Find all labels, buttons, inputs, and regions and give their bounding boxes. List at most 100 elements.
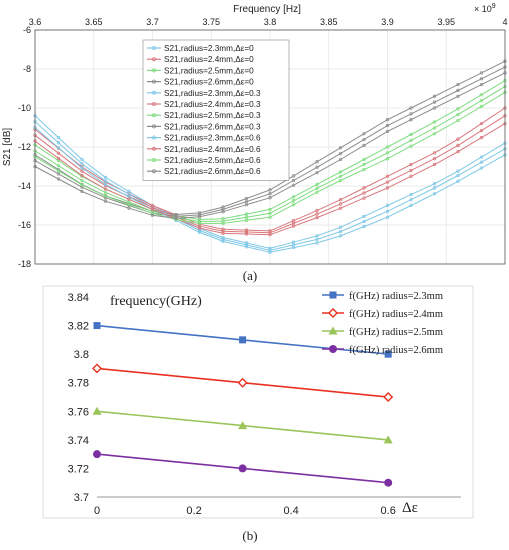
panel-a-data-point: [244, 215, 249, 219]
panel-a-data-point: [315, 182, 319, 187]
panel-a-data-point: [456, 107, 460, 111]
panel-a-data-point: [362, 162, 366, 167]
panel-a-data-point: [221, 221, 225, 226]
panel-a-data-point: [409, 118, 413, 122]
panel-a-y-tick-label: -12: [18, 142, 31, 152]
panel-a-data-point: [221, 229, 225, 233]
panel-a-data-point: [127, 197, 131, 201]
panel-a-data-point: [432, 100, 437, 104]
panel-a-y-tick-label: -10: [18, 103, 31, 113]
panel-a-data-point: [362, 224, 366, 229]
panel-a-data-point: [385, 209, 390, 214]
panel-a-data-point: [362, 132, 366, 136]
panel-b-legend-label: f(GHz) radius=2.5mm: [349, 327, 443, 338]
panel-a-y-tick-labels: -6 -8 -10 -12 -14 -16 -18: [18, 25, 31, 269]
panel-a-data-point: [291, 195, 296, 199]
panel-a-data-point: [221, 235, 225, 240]
panel-a-legend-label: S21,radius=2.5mm,Δε=0.6: [164, 156, 261, 165]
panel-b-y-tick-label: 3.82: [68, 321, 89, 333]
panel-a-data-point: [338, 174, 343, 178]
panel-a-series-line: [34, 127, 506, 253]
panel-a-data-point: [315, 171, 319, 175]
panel-a-data-point: [362, 143, 366, 148]
panel-a-data-point: [338, 234, 343, 238]
panel-a-data-point: [338, 146, 343, 150]
panel-b-data-point: [384, 350, 392, 358]
panel-a-data-point: [432, 120, 437, 124]
panel-a-data-point: [150, 209, 155, 214]
panel-b-y-tick-label: 3.8: [74, 349, 89, 361]
panel-a-data-point: [315, 160, 319, 164]
panel-a-series-line: [34, 91, 506, 224]
panel-b-legend-label: f(GHz) radius=2.6mm: [349, 345, 443, 356]
panel-a-data-point: [432, 151, 437, 155]
panel-a-data-point: [103, 199, 108, 203]
panel-a-data-point: [456, 143, 460, 148]
panel-a-legend-marker: [151, 169, 156, 174]
panel-a-data-point: [362, 214, 366, 219]
panel-a-data-point: [80, 157, 84, 162]
panel-a-data-point: [362, 219, 366, 224]
panel-a-exponent-power: 9: [492, 3, 496, 10]
panel-a-data-point: [291, 245, 296, 250]
panel-a-data-point: [150, 207, 155, 212]
panel-a-data-point: [432, 182, 437, 186]
panel-a-data-point: [80, 173, 84, 178]
panel-a-data-point: [268, 231, 272, 235]
panel-a-data-point: [409, 138, 413, 143]
panel-a-legend-label: S21,radius=2.3mm,Δε=0.6: [164, 134, 261, 143]
panel-a-data-point: [103, 175, 108, 180]
panel-a-series-line: [34, 107, 506, 232]
panel-a-data-point: [103, 190, 108, 195]
panel-a-data-point: [197, 215, 202, 219]
panel-a-data-point: [197, 221, 202, 226]
panel-b-data-point: [237, 377, 248, 388]
panel-a-data-point: [456, 112, 460, 117]
panel-a-data-point: [432, 162, 437, 167]
panel-b-data-point: [238, 421, 248, 430]
panel-a-data-point: [479, 166, 484, 170]
panel-a-data-point: [456, 173, 460, 178]
panel-a-data-point: [221, 231, 225, 235]
panel-a-data-point: [244, 196, 249, 201]
panel-a-legend-label: S21,radius=2.3mm,Δε=0.3: [164, 89, 261, 98]
panel-a-data-point: [362, 191, 366, 195]
panel-a-y-tick-label: -16: [18, 220, 31, 230]
panel-a-legend-label: S21,radius=2.5mm,Δε=0: [164, 66, 254, 75]
panel-a-legend-label: S21,radius=2.6mm,Δε=0.6: [164, 167, 261, 176]
panel-a-ylabel: S21 [dB]: [2, 128, 13, 167]
panel-a-exponent: × 109: [474, 3, 496, 14]
panel-a-legend-label: S21,radius=2.3mm,Δε=0: [164, 44, 254, 53]
panel-a-series-line: [34, 86, 506, 223]
panel-a-axes-box: [34, 29, 506, 265]
panel-b-x-tick-label: 0.6: [381, 505, 396, 517]
panel-a-data-point: [56, 177, 61, 181]
panel-b-y-tick-label: 3.84: [68, 292, 89, 304]
panel-a-data-point: [338, 202, 343, 206]
panel-b-legend-marker: [329, 345, 337, 353]
panel-a-data-point: [315, 208, 319, 213]
panel-b-x-tick-label: 0.4: [283, 505, 298, 517]
panel-a-data-point: [268, 188, 272, 192]
panel-a-data-point: [432, 192, 437, 196]
panel-a-legend-marker: [151, 46, 156, 51]
panel-a-data-point: [456, 137, 460, 141]
panel-b-data-point: [92, 363, 102, 374]
panel-a-data-point: [315, 237, 319, 242]
panel-a-data-point: [338, 206, 343, 210]
panel-a-data-point: [479, 77, 484, 81]
panel-a-data-point: [244, 230, 249, 234]
panel-a-data-point: [244, 212, 249, 216]
panel-a-data-point: [244, 199, 249, 204]
panel-b-xlabel: Δε: [402, 500, 418, 516]
panel-a-data-point: [479, 135, 484, 140]
panel-a-data-point: [221, 239, 225, 244]
panel-a-data-point: [362, 157, 366, 162]
panel-b-x-tick-label: 0.2: [186, 505, 201, 517]
panel-b-legend-marker: [329, 291, 337, 299]
panel-a-data-point: [244, 218, 249, 222]
panel-a-data-point: [479, 155, 484, 159]
panel-a-data-point: [291, 203, 296, 207]
panel-a-legend-label: S21,radius=2.4mm,Δε=0: [164, 55, 254, 64]
panel-a-data-point: [150, 211, 155, 215]
